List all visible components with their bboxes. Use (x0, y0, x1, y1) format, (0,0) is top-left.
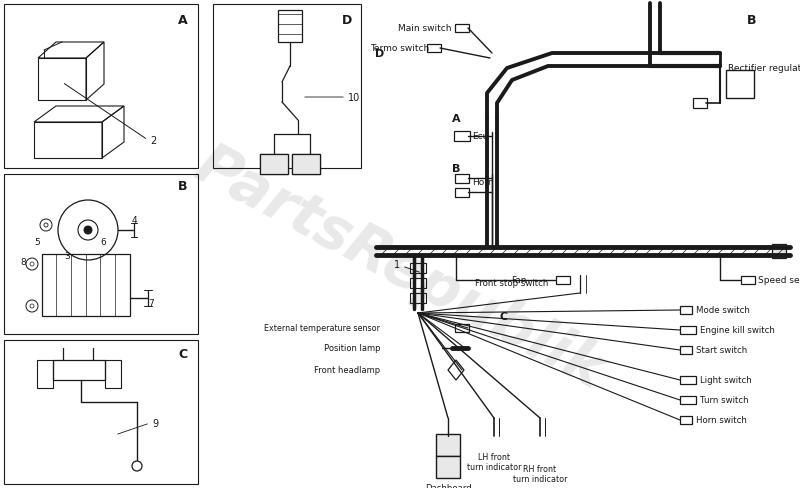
Bar (436, 434, 460, 456)
Bar (772, 244, 786, 259)
Bar (455, 325, 469, 332)
Text: D: D (342, 15, 352, 27)
Bar (105, 360, 121, 388)
Bar (741, 276, 755, 285)
Text: Termo switch: Termo switch (370, 44, 430, 53)
Text: 1: 1 (394, 260, 400, 269)
Text: 5: 5 (34, 238, 40, 247)
Text: Speed sensor: Speed sensor (758, 276, 800, 285)
Bar (53, 360, 105, 380)
Bar (4, 5, 198, 169)
Bar (410, 264, 426, 273)
Text: Horn: Horn (472, 178, 494, 187)
Bar (726, 71, 754, 99)
Text: RH front
turn indicator: RH front turn indicator (513, 464, 567, 484)
Bar (260, 155, 288, 175)
Bar (292, 155, 320, 175)
Bar (556, 276, 570, 285)
Bar (37, 360, 53, 388)
Text: LH front
turn indicator: LH front turn indicator (466, 452, 522, 471)
Text: 6: 6 (100, 238, 106, 247)
Bar (213, 5, 361, 169)
Bar (436, 456, 460, 478)
Text: Horn switch: Horn switch (696, 416, 747, 425)
Text: B: B (178, 180, 188, 193)
Bar (680, 346, 692, 354)
Text: Turn switch: Turn switch (700, 396, 749, 405)
Text: D: D (375, 49, 384, 59)
Bar (410, 293, 426, 304)
Text: PartsRepublik: PartsRepublik (186, 137, 614, 400)
Text: Engine kill switch: Engine kill switch (700, 326, 775, 335)
Text: C: C (178, 348, 187, 361)
Bar (455, 188, 469, 197)
Bar (427, 45, 441, 53)
Text: External temperature sensor: External temperature sensor (264, 324, 380, 333)
Text: Position lamp: Position lamp (323, 344, 380, 353)
Text: 10: 10 (348, 93, 360, 103)
Text: Start switch: Start switch (696, 346, 747, 355)
Bar (4, 175, 198, 334)
Bar (680, 326, 696, 334)
Text: B: B (452, 163, 460, 174)
Bar (680, 416, 692, 424)
Bar (455, 25, 469, 33)
Text: Dashboard: Dashboard (425, 483, 471, 488)
Bar (454, 132, 470, 142)
Circle shape (84, 226, 92, 235)
Text: 7: 7 (148, 299, 154, 308)
Text: Front stop switch: Front stop switch (475, 279, 548, 288)
Text: B: B (747, 15, 757, 27)
Bar (680, 306, 692, 314)
Bar (455, 174, 469, 183)
Bar (42, 254, 130, 316)
Bar (693, 99, 707, 109)
Bar (278, 11, 302, 43)
Text: Rectifier regulator: Rectifier regulator (728, 64, 800, 73)
Text: Light switch: Light switch (700, 376, 752, 385)
Text: 4: 4 (132, 216, 138, 225)
Bar (680, 396, 696, 404)
Bar (410, 279, 426, 288)
Text: Ecu: Ecu (472, 132, 488, 141)
Text: A: A (452, 114, 461, 124)
Text: Front headlamp: Front headlamp (314, 366, 380, 375)
Text: 2: 2 (150, 136, 156, 146)
Text: 3: 3 (64, 252, 70, 261)
Text: Main switch: Main switch (398, 24, 451, 34)
Bar (4, 340, 198, 484)
Text: 9: 9 (152, 418, 158, 428)
Text: C: C (500, 311, 508, 321)
Bar (292, 155, 320, 175)
Text: A: A (178, 15, 188, 27)
Text: Mode switch: Mode switch (696, 306, 750, 315)
Text: 8: 8 (20, 258, 26, 267)
Bar (260, 155, 288, 175)
Bar (680, 376, 696, 384)
Text: Fan: Fan (511, 276, 527, 285)
